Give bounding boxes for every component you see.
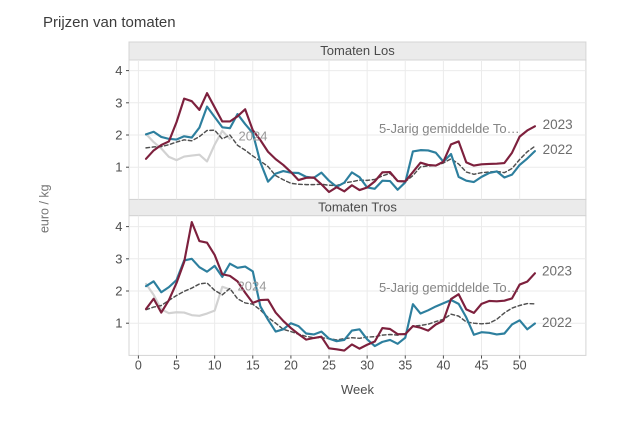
svg-text:2022: 2022 <box>543 142 573 157</box>
svg-text:1: 1 <box>115 316 122 331</box>
svg-text:0: 0 <box>135 359 142 373</box>
svg-text:35: 35 <box>398 359 412 373</box>
svg-text:5-Jarig gemiddelde To…: 5-Jarig gemiddelde To… <box>379 121 520 136</box>
svg-text:15: 15 <box>246 359 260 373</box>
svg-text:2022: 2022 <box>542 315 572 330</box>
svg-text:40: 40 <box>436 359 450 373</box>
svg-text:10: 10 <box>208 359 222 373</box>
svg-text:Prijzen van tomaten: Prijzen van tomaten <box>43 14 176 31</box>
svg-text:5-Jarig gemiddelde To…: 5-Jarig gemiddelde To… <box>379 280 520 295</box>
svg-text:1: 1 <box>115 160 122 175</box>
svg-text:2023: 2023 <box>543 117 573 132</box>
svg-text:25: 25 <box>322 359 336 373</box>
svg-text:euro / kg: euro / kg <box>38 184 52 233</box>
svg-text:2023: 2023 <box>542 264 572 279</box>
svg-text:2: 2 <box>115 284 122 299</box>
svg-text:2024: 2024 <box>238 279 267 294</box>
svg-text:3: 3 <box>115 251 122 266</box>
svg-text:20: 20 <box>284 359 298 373</box>
svg-text:5: 5 <box>173 359 180 373</box>
svg-text:30: 30 <box>360 359 374 373</box>
svg-text:2024: 2024 <box>239 129 268 144</box>
svg-text:45: 45 <box>475 359 489 373</box>
svg-text:50: 50 <box>513 359 527 373</box>
svg-text:Tomaten Los: Tomaten Los <box>320 43 395 58</box>
svg-text:Week: Week <box>341 382 374 397</box>
svg-text:3: 3 <box>115 95 122 110</box>
svg-text:2: 2 <box>115 128 122 143</box>
svg-text:Tomaten Tros: Tomaten Tros <box>318 200 397 215</box>
svg-text:4: 4 <box>115 63 122 78</box>
svg-text:4: 4 <box>115 219 122 234</box>
